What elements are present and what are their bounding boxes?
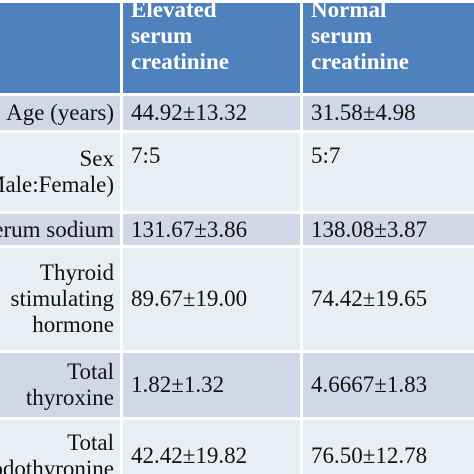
row-label-tsh: Thyroid stimulating hormone: [0, 245, 123, 353]
header-elevated-line-3: creatinine: [131, 49, 229, 74]
cell-normal-tsh: 74.42±19.65: [300, 245, 474, 353]
cell-elevated-sodium: 131.67±3.86: [120, 211, 303, 248]
header-elevated-line-1: Elevated: [131, 0, 217, 22]
cell-normal-sex: 5:7: [300, 130, 474, 214]
row-label-sodium: Serum sodium: [0, 211, 123, 248]
cell-elevated-t4: 1.82±1.32: [120, 350, 303, 420]
cell-normal-age: 31.58±4.98: [300, 93, 474, 133]
cell-elevated-age: 44.92±13.32: [120, 93, 303, 133]
header-elevated-serum-creatinine: Elevated serum creatinine: [120, 0, 303, 96]
table-row: Total thyroxine 1.82±1.32 4.6667±1.83: [0, 350, 474, 420]
cell-elevated-sex: 7:5: [120, 130, 303, 214]
cell-normal-t3: 76.50±12.78: [300, 417, 474, 474]
header-normal-line-1: Normal: [311, 0, 387, 22]
cell-normal-t4: 4.6667±1.83: [300, 350, 474, 420]
header-elevated-line-2: serum: [131, 23, 193, 48]
table-row: Age (years) 44.92±13.32 31.58±4.98: [0, 93, 474, 133]
header-normal-line-3: creatinine: [311, 49, 409, 74]
header-normal-serum-creatinine: Normal serum creatinine: [300, 0, 474, 96]
table-row: Thyroid stimulating hormone 89.67±19.00 …: [0, 245, 474, 353]
cell-elevated-tsh: 89.67±19.00: [120, 245, 303, 353]
table-row: Total triiodothyronine 42.42±19.82 76.50…: [0, 417, 474, 474]
row-label-age: Age (years): [0, 93, 123, 133]
row-label-t3: Total triiodothyronine: [0, 417, 123, 474]
table-row: Serum sodium 131.67±3.86 138.08±3.87: [0, 211, 474, 248]
row-label-t4: Total thyroxine: [0, 350, 123, 420]
cell-normal-sodium: 138.08±3.87: [300, 211, 474, 248]
header-normal-line-2: serum: [311, 23, 373, 48]
table-row: Sex (Male:Female) 7:5 5:7: [0, 130, 474, 214]
table-header-row: Elevated serum creatinine Normal serum c…: [0, 0, 474, 96]
cell-elevated-t3: 42.42±19.82: [120, 417, 303, 474]
header-parameter: [0, 0, 123, 96]
row-label-sex: Sex (Male:Female): [0, 130, 123, 214]
